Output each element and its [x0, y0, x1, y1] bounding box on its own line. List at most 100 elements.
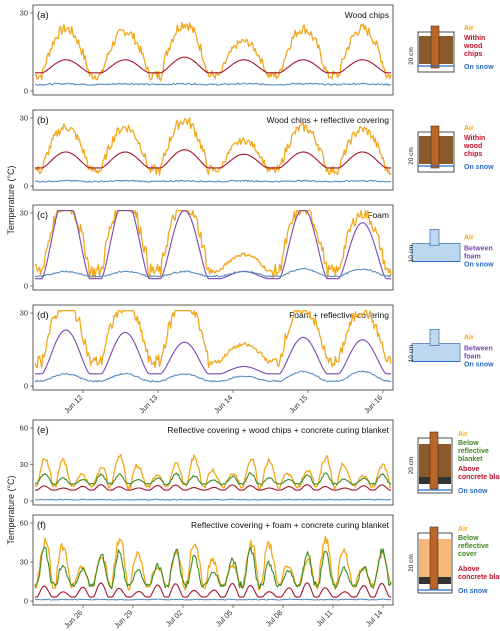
series-snow: [34, 267, 392, 278]
x-tick-label-bottom: Jul 08: [264, 608, 285, 629]
series-air: [34, 117, 392, 176]
x-tick-label-bottom: Jul 05: [214, 608, 235, 629]
sensor-post: [429, 431, 439, 490]
x-tick-label-bottom: Jun 29: [112, 608, 134, 630]
schematic-label-middle: wood: [463, 43, 482, 50]
y-tick-label: 0: [24, 282, 28, 291]
series-woodchips: [35, 56, 391, 74]
y-tick-label: 0: [24, 597, 28, 606]
panel-e: 0 30 60 (e) Reflective covering + wood chips…: [20, 419, 500, 506]
y-tick-label: 30: [20, 114, 28, 123]
schematic-label-middle: Within: [464, 135, 485, 142]
plot-frame: [32, 4, 394, 96]
schematic-label-middle: Below: [458, 440, 479, 447]
schematic-label-middle: reflective: [458, 543, 489, 550]
schematic-label-top: Air: [458, 526, 468, 533]
x-tick-label-top: Jun 14: [212, 393, 234, 415]
series-snow: [34, 598, 392, 601]
panel-b: 0 30 (b) Wood chips + reflective covering 20…: [20, 109, 494, 191]
series-air: [34, 209, 392, 280]
schematic-label-bottom: On snow: [464, 362, 494, 369]
y-axis-label-top: Temperature (°C): [6, 165, 16, 234]
y-tick-label: 0: [24, 87, 28, 96]
schematic-label-middle: reflective: [458, 448, 489, 455]
x-tick-label-bottom: Jul 02: [164, 608, 185, 629]
series-foam: [35, 329, 391, 375]
schematic-label-top: Air: [464, 235, 474, 242]
schematic-label-middle: Between: [464, 346, 493, 353]
foam-block: [411, 243, 461, 262]
schematic-label-bottom: On snow: [464, 262, 494, 269]
y-tick-label: 30: [20, 309, 28, 318]
y-tick-label: 60: [20, 424, 28, 433]
schematic-label-bottom: Above: [458, 466, 480, 473]
schematic-label-bottom: On snow: [464, 64, 494, 71]
y-tick-label: 30: [20, 460, 28, 469]
panel-label: (b): [37, 115, 49, 126]
panel-title: Reflective covering + foam + concrete cu…: [191, 520, 390, 530]
series-snow: [34, 370, 392, 383]
y-tick-label: 30: [20, 9, 28, 18]
series-snow: [34, 498, 392, 501]
schematic-label-middle: foam: [464, 254, 481, 261]
sensor-post: [430, 25, 440, 69]
schematic-label-top: Air: [464, 125, 474, 132]
y-tick-label: 0: [24, 382, 28, 391]
schematic-label-top: Air: [464, 335, 474, 342]
series-reflective: [34, 471, 392, 486]
sensor-post: [430, 125, 440, 169]
series-snow: [34, 82, 392, 86]
foam-block: [411, 343, 461, 362]
panel-d: 0 30 (d) Foam + reflective covering 10 cm Air…: [20, 304, 494, 391]
sensor-tube: [429, 329, 440, 346]
panel-title: Foam + reflective covering: [289, 310, 389, 320]
schematic-label-extra: On snow: [458, 588, 488, 595]
panel-title: Wood chips + reflective covering: [267, 115, 390, 125]
schematic-label-middle: wood: [463, 143, 482, 150]
depth-label: 10 cm: [408, 345, 415, 363]
series-air: [34, 22, 392, 82]
series-foam: [35, 210, 391, 280]
plot-frame: [32, 304, 394, 391]
depth-label: 20 cm: [408, 147, 415, 165]
panel-label: (f): [37, 520, 46, 531]
panel-label: (c): [37, 210, 48, 221]
series-woodchips: [35, 149, 391, 169]
schematic-label-middle: chips: [464, 151, 482, 158]
schematic-label-middle: Below: [458, 535, 479, 542]
x-tick-label-top: Jun 12: [62, 393, 84, 415]
series-air: [34, 309, 392, 369]
panel-title: Foam: [367, 210, 389, 220]
panel-f: 0 30 60 (f) Reflective covering + foam + con…: [20, 514, 500, 606]
depth-label: 20 cm: [408, 457, 415, 475]
schematic-label-middle: chips: [464, 51, 482, 58]
schematic-label-bottom: On snow: [464, 164, 494, 171]
schematic-label-middle: blanket: [458, 456, 483, 463]
schematic-label-top: Air: [464, 25, 474, 32]
schematic-label-extra: On snow: [458, 488, 488, 495]
panel-title: Reflective covering + wood chips + concr…: [167, 425, 389, 435]
sensor-tube: [429, 229, 440, 246]
x-tick-label-top: Jun 15: [287, 393, 309, 415]
schematic-label-bottom: concrete blanket: [458, 474, 500, 481]
panel-label: (a): [37, 10, 49, 21]
depth-label: 20 cm: [408, 554, 415, 572]
sensor-post: [429, 526, 439, 590]
x-tick-label-bottom: Jul 11: [314, 608, 334, 628]
panel-label: (e): [37, 425, 49, 436]
schematic-label-middle: Between: [464, 246, 493, 253]
x-tick-label-top: Jun 16: [362, 393, 384, 415]
series-woodchips: [35, 484, 391, 491]
schematic-label-bottom: Above: [458, 566, 480, 573]
schematic-label-top: Air: [458, 431, 468, 438]
y-tick-label: 30: [20, 209, 28, 218]
x-tick-label-top: Jun 13: [137, 393, 159, 415]
x-tick-label-bottom: Jun 26: [62, 608, 84, 630]
y-axis-label-bottom: Temperature (°C): [6, 475, 16, 544]
